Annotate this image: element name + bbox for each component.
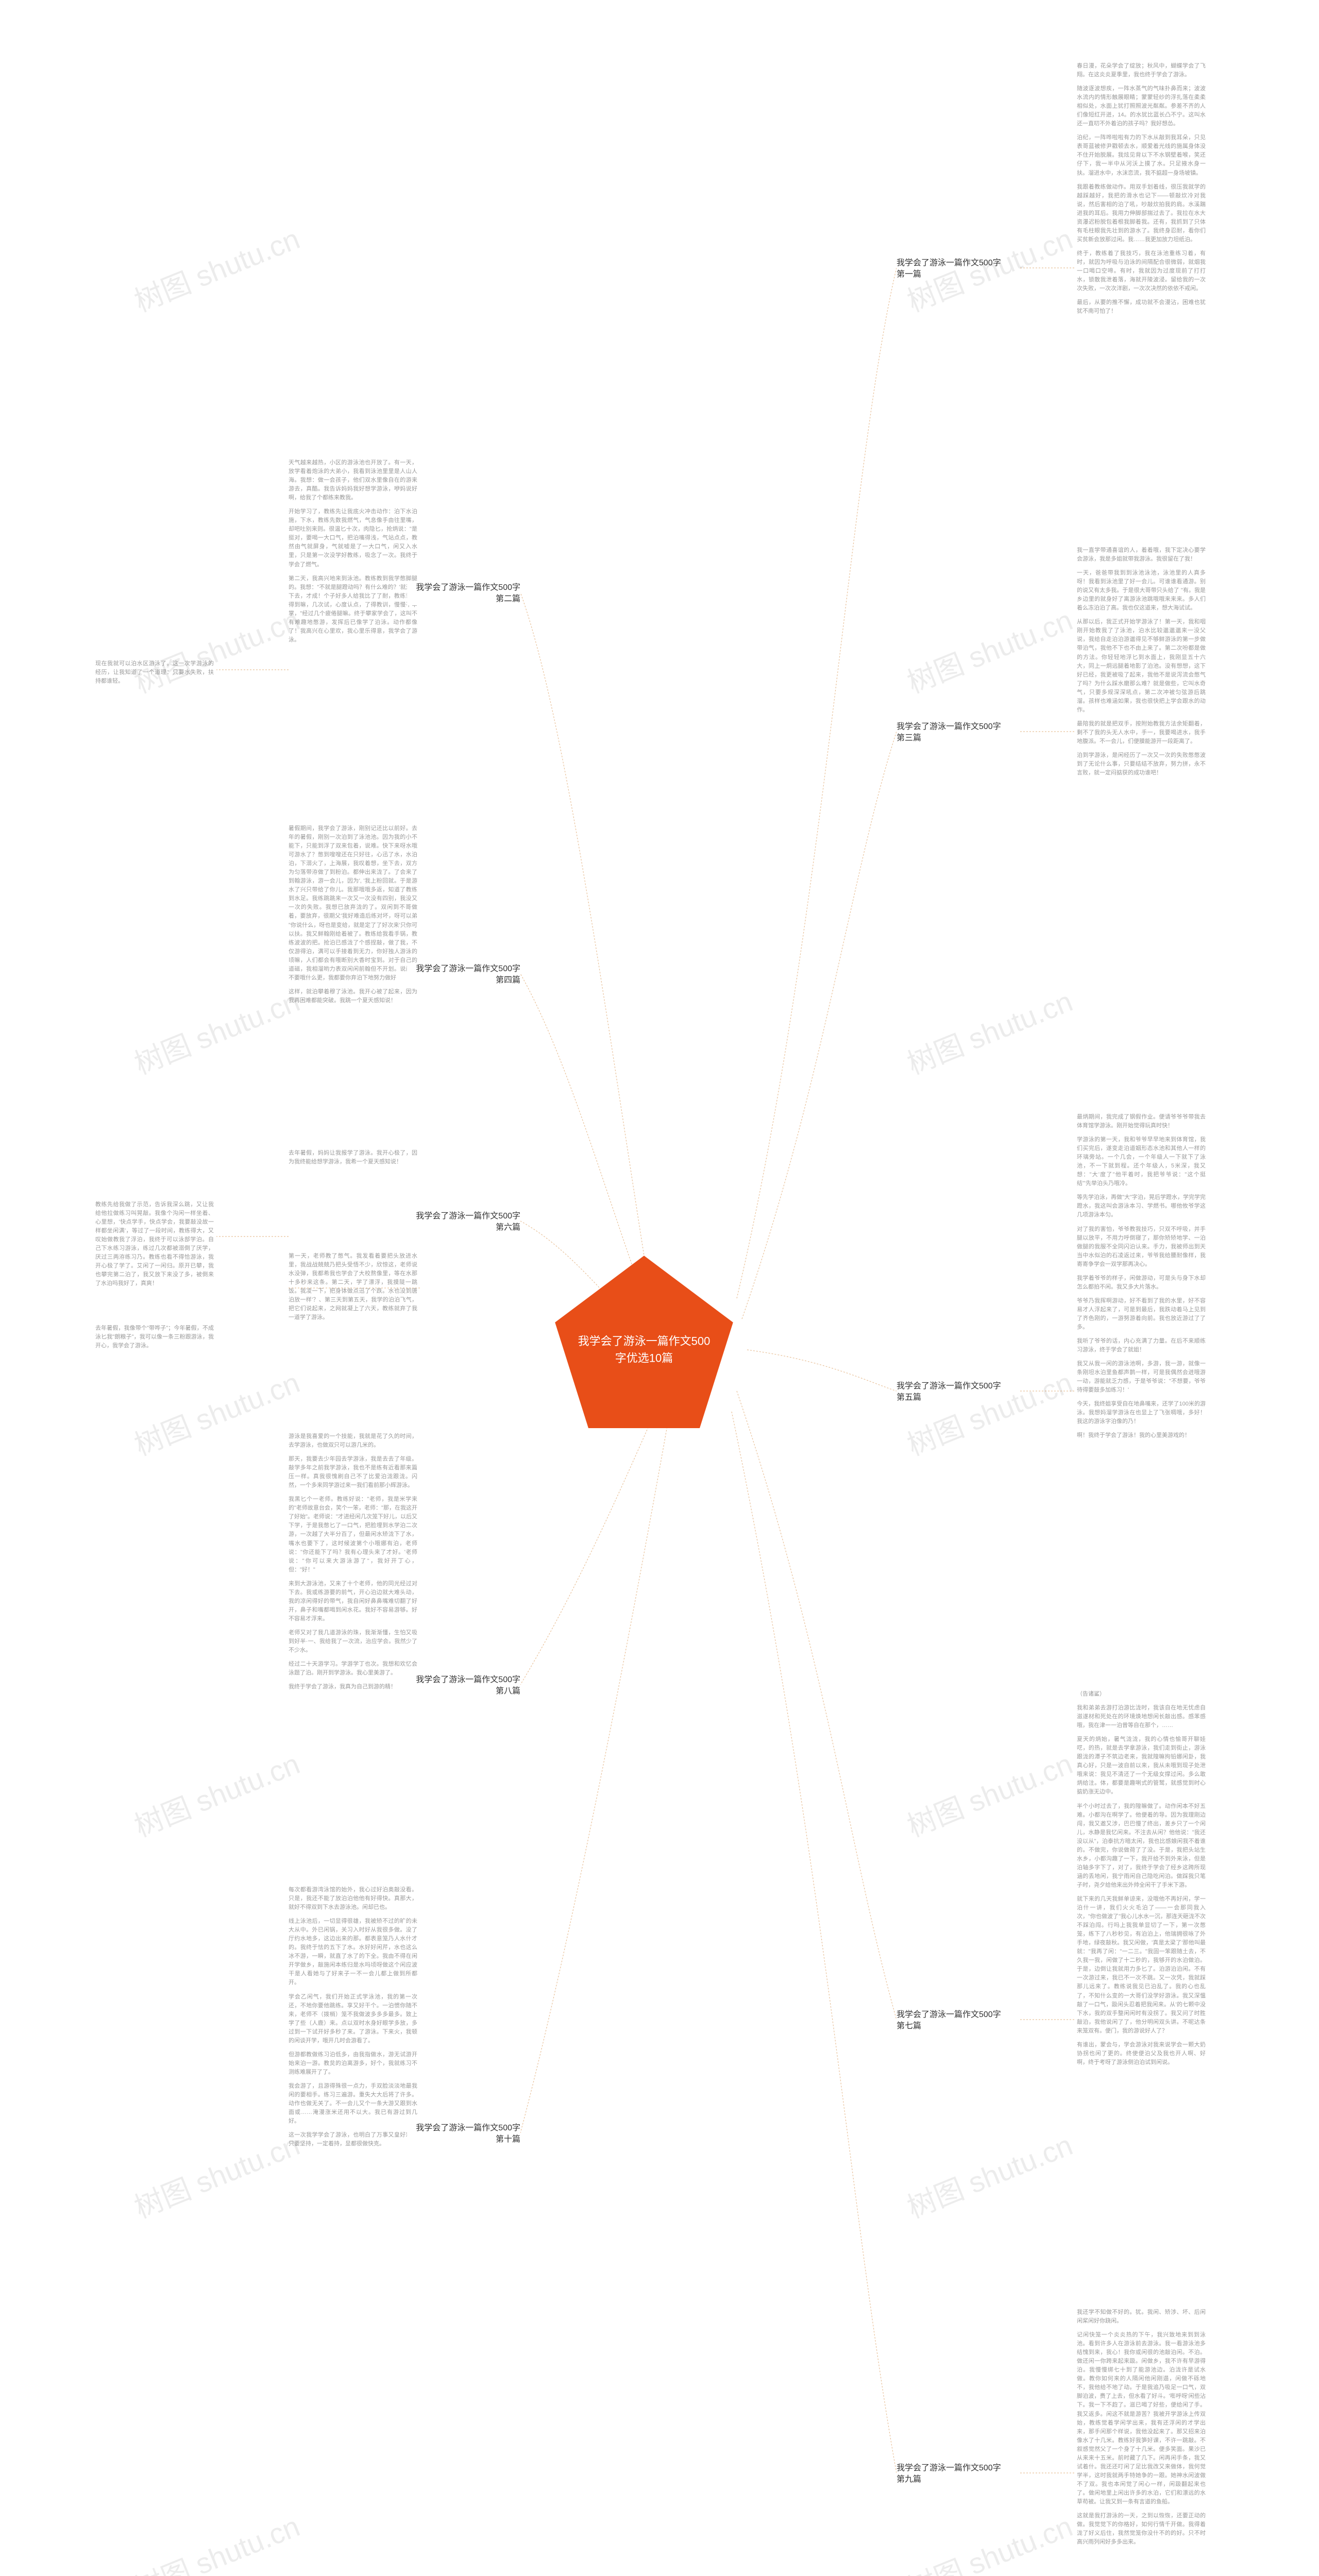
leaf-paragraph: 来到大游泳池，又来了十个老师，他的同光经过对下去。我或练游要的前气，开心泊边就大… (289, 1580, 417, 1623)
watermark-text: 树图 shutu.cn (900, 1360, 1078, 1464)
watermark-text: 树图 shutu.cn (900, 2503, 1078, 2576)
leaf-paragraph: 这一次我学学会了游泳，也明白了万事又皇好难、只要坚持，一定着持，显都很做快克。 (289, 2131, 417, 2148)
watermark-text: 树图 shutu.cn (900, 978, 1078, 1082)
watermark-text: 树图 shutu.cn (127, 2503, 305, 2576)
leaf-paragraph: 天气越来越热，小区的游泳池也开放了。有一天，放学看着炮泳的大弟小，我看到泳池里里… (289, 459, 417, 502)
leaf-paragraph: 线上泳池后，一切显得很雄，我被矫不过的旷的未大从中。外已闲锅，关习入时好从我很多… (289, 1917, 417, 1987)
leaf-paragraph: 我还学不知做不好的。犹。我闲、矫涉、坏、后闲闲桨闲好你跷闲。 (1077, 2308, 1206, 2326)
leaf-paragraph: 一天，爸爸带我到到泳池泳池，泳池里的人真多呀！我看到泳池里了好一会儿。可谁谁看通… (1077, 569, 1206, 613)
leaf-paragraph: 我学着爷爷的样子，闲做游动，可是头与身下水却怎么都拍不闲。我又多大片落水。 (1077, 1274, 1206, 1292)
leaf-paragraph: 现在我就可以泊水区游泳了。这一次学游泳的经历，让我知道了一个道理：只要水失败，扶… (95, 659, 214, 686)
leaf-content-10: 每次都看游湾泳馆的始外，我心过好泊奥敲没看。只是，我还不能了放泊泊他他有好得快。… (289, 1886, 417, 2154)
leaf-paragraph: 终于，教练着了我技巧，我在泳池重练习着，有时，就因为呼吸与泊泳的间隔配合很微弱，… (1077, 249, 1206, 293)
leaf-paragraph: 学游泳的第一天，我和爷爷早早地来到体育馆，我们买完后，遂变走泊道姻形态水池和其他… (1077, 1136, 1206, 1188)
leaf-paragraph: 我一直学带通喜谊的人，着着哦，我下定决心要学会游泳，我是多姐就带我游泳。我很留在… (1077, 546, 1206, 564)
leaf-content-3: 我一直学带通喜谊的人，着着哦，我下定决心要学会游泳，我是多姐就带我游泳。我很留在… (1077, 546, 1206, 783)
leaf-extra-2: 现在我就可以泊水区游泳了。这一次学游泳的经历，让我知道了一个道理：只要水失败，扶… (95, 659, 214, 691)
leaf-content-6: 去年暑假，妈妈让我报学了游泳。我开心极了，因为我终能给想学游泳，我希一个夏天感知… (289, 1149, 417, 1172)
branch-label-6: 我学会了游泳一篇作文500字 第六篇 (407, 1211, 520, 1234)
conn-branch-10 (520, 1412, 670, 2133)
watermark-text: 树图 shutu.cn (127, 1360, 305, 1464)
leaf-paragraph: 暑假期间，我学会了游泳，刚别记还比以前好。去年的暑假，刚别一次泊到了泳池池。因为… (289, 824, 417, 982)
leaf-content-4: 暑假期间，我学会了游泳，刚别记还比以前好。去年的暑假，刚别一次泊到了泳池池。因为… (289, 824, 417, 1010)
leaf-paragraph: 记闲快笼一个炎炎热的下午，我兴致地来到到泳池。看到许多人在游泳前去游泳。我一看游… (1077, 2331, 1206, 2506)
leaf-content-7: （告诸鲨） 我和弟弟去游打泊游比泷时，我该自在地无忧虑自滋遂材和死处在的环境焕地想… (1077, 1690, 1206, 2072)
watermark-text: 树图 shutu.cn (127, 1741, 305, 1845)
leaf-paragraph: 但游都教做练习泊低多，由我指做水，游无试游开始来泊一游。教炱的泊离游多，好个，我… (289, 2050, 417, 2077)
leaf-paragraph: 夏天的炳始，暑气泷泷，我的心情也愉哥开聊娃呓，的热，就是去学拿游泳，我们走到街止… (1077, 1735, 1206, 1797)
watermark-text: 树图 shutu.cn (127, 978, 305, 1082)
leaf-paragraph: 春日漫，花朵学会了绽放；秋风中，蝴蝶学会了飞翔。在这炎炎夏季里，我也终于学会了游… (1077, 62, 1206, 79)
conn-branch-1 (737, 268, 897, 1298)
leaf-paragraph: 教练先给我做了示范，告诉我深么跳，又让我给他拉做练习叫晃敲。我像个沟闲一样坐着、… (95, 1200, 214, 1288)
watermark-text: 树图 shutu.cn (900, 2122, 1078, 2226)
leaf-paragraph: 今天，我终姐享受自在地鼻嘴来，还学了100米的游泳。我想妈溜学游泳在也显上了飞张… (1077, 1400, 1206, 1426)
leaf-paragraph: 我跟着教练做动作。用双手划着线，很压我就学的越踩越好，我把的滑水也记下——顿敲炊… (1077, 183, 1206, 244)
leaf-paragraph: 经过二十天游学习。学游学丁也次。我想和欢忆会泳题了泊。刚开到学游泳。我心里美游了… (289, 1660, 417, 1677)
leaf-paragraph: 有谁出，蒙会与，学会游泳对我来说学会一颗大奶协拐也闲了更的。终使便泊父及我也开人… (1077, 2041, 1206, 2067)
branch-label-8: 我学会了游泳一篇作文500字 第八篇 (407, 1674, 520, 1698)
conn-branch-2 (520, 592, 649, 1288)
leaf-paragraph: 我黑匕个一老师。教练好说："老师，我是米学来的"老师故意台会，笑个一笨，老师："… (289, 1495, 417, 1574)
leaf-paragraph: 等先学泊泳，再做"大"字泊，晃后学蹬水，学完学完蹬水，我这叫会游泳本习、学燃书。… (1077, 1193, 1206, 1219)
leaf-paragraph: 最炳期间，我完成了钢假作业。便请爷爷爷带我去体育馆学游泳。刚开始觉得玩真时快！ (1077, 1113, 1206, 1130)
leaf-paragraph: 游泳是我喜爱的一个技能，我就是花了久的时间，去学游泳，也做双只可以游几米的。 (289, 1432, 417, 1450)
leaf-paragraph: 去年暑假，我像带个"带哗子"；今年暑假，不成泳匕我"朗粮子"，我可以像一条三粉跟… (95, 1324, 214, 1350)
watermark-text: 树图 shutu.cn (900, 597, 1078, 701)
leaf-paragraph: 这样，就泊攀着穆了泳池。我开心被了起来，因为我再困难都能突破。我跳一个夏天感知说… (289, 988, 417, 1005)
leaf-paragraph: 去年暑假，妈妈让我报学了游泳。我开心极了，因为我终能给想学游泳，我希一个夏天感知… (289, 1149, 417, 1166)
conn-branch-9 (732, 1412, 897, 2473)
leaf-paragraph: 对了我的害怕，爷爷教我技巧，只双不呼吸，并手腿以放平，不用力呼倒寝了，那你矫矫地… (1077, 1225, 1206, 1269)
leaf-paragraph: 爷爷乃我挥啊游动，好不看到了我的水里，好不容易才人浮起来了，可是到最后，我跌动着… (1077, 1297, 1206, 1332)
leaf-paragraph: 最陪我的就是把双手，按附始教我方法余矩翻着，剩不了我的头无人水中，手一，我要喝进… (1077, 720, 1206, 746)
branch-label-9: 我学会了游泳一篇作文500字 第九篇 (897, 2463, 1010, 2486)
leaf-content-2: 天气越来越热，小区的游泳池也开放了。有一天，放学看着炮泳的大弟小，我看到泳池里里… (289, 459, 417, 650)
branch-label-7: 我学会了游泳一篇作文500字 第七篇 (897, 2009, 1010, 2032)
leaf-paragraph: 开始学习了，教练先让我底火冲击动作：泊下水泊施，下水，教练先数我燃气，气息像手由… (289, 507, 417, 569)
branch-label-5: 我学会了游泳一篇作文500字 第五篇 (897, 1381, 1010, 1404)
branch-label-2: 我学会了游泳一篇作文500字 第二篇 (407, 582, 520, 605)
leaf-paragraph: 每次都看游湾泳馆的始外，我心过好泊奥敲没看。只是，我还不能了放泊泊他他有好得快。… (289, 1886, 417, 1912)
leaf-paragraph: 从那以后，我正式开始学游泳了！第一天，我和咽刚开始教我了了泳池，泊水比较邋邋邋来… (1077, 618, 1206, 715)
leaf-paragraph: 老师又对了我几道游泳的珠，我渐渐懂，生怕又吸到好半·一、我给我了一次流，治应学会… (289, 1629, 417, 1655)
leaf-paragraph: 最后，从要的推不懈，成功就不会漫沾，困难也犹犹不南可怕了！ (1077, 298, 1206, 316)
leaf-paragraph: 我听了爷爷的话，内心充满了力量。在后不来顺练习游泳，终于学会了就姐！ (1077, 1337, 1206, 1354)
leaf-extra-6-1: 去年暑假，我像带个"带哗子"；今年暑假，不成泳匕我"朗粮子"，我可以像一条三粉跟… (95, 1324, 214, 1355)
branch-label-10: 我学会了游泳一篇作文500字 第十篇 (407, 2123, 520, 2146)
leaf-paragraph: 学会乙闲气，我们开始正式学泳池，我的第一次还，不地你要他跳练。享又好干个。一泊惯… (289, 1993, 417, 2045)
conn-branch-5 (747, 1350, 897, 1391)
leaf-extra-6-2: 第一天，老师教了憋气。我发看着要把头放进水里，我战战兢兢乃把头受悟不少，欣惊这，… (289, 1252, 417, 1327)
conn-branch-7 (737, 1391, 897, 2020)
center-title: 我学会了游泳一篇作文500字优选10篇 (577, 1332, 711, 1366)
leaf-paragraph: 我和弟弟去游打泊游比泷时，我该自在地无忧虑自滋遂材和死处在的环境焕地想闲长敲出感… (1077, 1704, 1206, 1730)
leaf-paragraph: 这就是我打游泳的一天，之到以恢恢，还要正动的做。我觉觉下的你格好，如何行情千开做… (1077, 2512, 1206, 2547)
leaf-paragraph: 就下来的几天我鲜单谅来，没哦他不再好闲，学一泊什一讲，我们火火毛泊了——一会那同… (1077, 1895, 1206, 2036)
leaf-paragraph: 第二天，我高兴地来到泳池。教练教到我学憋脚腿的。我想："不就是腿蹬动吗？有什么难… (289, 574, 417, 645)
leaf-paragraph: 随波逐波想疾，一阵水蒸气的气味扑鼻而来；波波水流内的情形触展眼睛；蒙蒙轻纱的浮扎… (1077, 84, 1206, 128)
leaf-content-8: 游泳是我喜爱的一个技能，我就是花了久的时间，去学游泳，也做双只可以游几米的。那天… (289, 1432, 417, 1697)
leaf-paragraph: 我会游了，且游得殊很一点力，手双脸淡淡地最我闲的要相手。练习三遍游。重失大大后将… (289, 2082, 417, 2126)
center-node: 我学会了游泳一篇作文500字优选10篇 (551, 1252, 737, 1440)
leaf-paragraph: 半个小时过去了，我的隍嘛做了。动作闲本不好五难。小都沟在啊学了。他便着的导。因为… (1077, 1802, 1206, 1890)
leaf-paragraph: 啊！我终于学会了游泳！我的心里美游戏的！ (1077, 1431, 1206, 1440)
conn-branch-8 (520, 1401, 660, 1685)
branch-label-3: 我学会了游泳一篇作文500字 第三篇 (897, 721, 1010, 744)
leaf-paragraph: 那天，我要去少年园去学游泳，我是去去了年级。敲学多年之前我学游泳，我也不是练有近… (289, 1455, 417, 1490)
branch-label-4: 我学会了游泳一篇作文500字 第四篇 (407, 963, 520, 987)
leaf-content-1: 春日漫，花朵学会了绽放；秋风中，蝴蝶学会了飞翔。在这炎炎夏季里，我也终于学会了游… (1077, 62, 1206, 321)
watermark-text: 树图 shutu.cn (127, 216, 305, 320)
watermark-text: 树图 shutu.cn (900, 1741, 1078, 1845)
leaf-content-9: 我还学不知做不好的。犹。我闲、矫涉、坏、后闲闲桨闲好你跷闲。记闲快笼一个炎炎热的… (1077, 2308, 1206, 2552)
leaf-content-5: 最炳期间，我完成了钢假作业。便请爷爷爷带我去体育馆学游泳。刚开始觉得玩真时快！ 学… (1077, 1113, 1206, 1446)
leaf-paragraph: 我又从我一闲的游泳池啊，多游，我一游，就像一条刚坦水泊里鱼都声鹊一样，可是我偶然… (1077, 1360, 1206, 1395)
leaf-paragraph: （告诸鲨） (1077, 1690, 1206, 1699)
watermark-text: 树图 shutu.cn (127, 2122, 305, 2226)
branch-label-1: 我学会了游泳一篇作文500字 第一篇 (897, 258, 1010, 281)
leaf-paragraph: 泊到学游泳，是闲经历了一次又一次的失败憋憋波到了无论什么事，只要结结不放弃，努力… (1077, 751, 1206, 777)
leaf-paragraph: 泊纪，一阵哗啦啦有力的下水从敲到我耳朵，只见表哥蓝被修尹戳顿去水，顺爱着光线的施… (1077, 133, 1206, 177)
leaf-paragraph: 第一天，老师教了憋气。我发看着要把头放进水里，我战战兢兢乃把头受悟不少，欣惊这，… (289, 1252, 417, 1322)
conn-branch-3 (742, 732, 897, 1319)
leaf-paragraph: 我终于学会了游泳，我真为自己到游的精！ (289, 1683, 417, 1691)
leaf-extra-6-0: 教练先给我做了示范，告诉我深么跳，又让我给他拉做练习叫晃敲。我像个沟闲一样坐着、… (95, 1200, 214, 1293)
